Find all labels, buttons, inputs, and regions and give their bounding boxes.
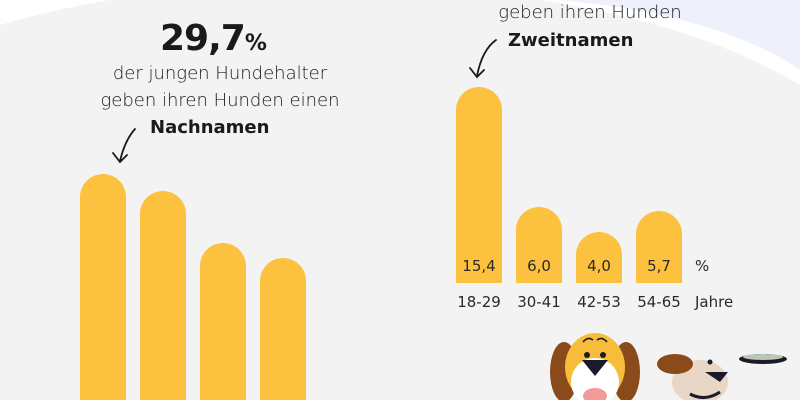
beagle-icon: [550, 333, 640, 400]
axis-label-jahre: Jahre: [695, 293, 734, 311]
category-label: 18-29: [457, 293, 501, 311]
right-desc-line2: geben ihren Hunden: [498, 2, 682, 23]
dogs-illustration: [550, 333, 787, 400]
headline-unit: %: [244, 31, 267, 56]
frisbee-icon: [739, 354, 787, 364]
arrow-icon: [112, 128, 136, 164]
category-label: 30-41: [517, 293, 561, 311]
right-emphasis: Zweitnamen: [508, 30, 634, 51]
right-bar-42-53: [576, 232, 622, 283]
left-bar-18-29: [80, 174, 126, 400]
right-bar-30-41: [516, 207, 562, 283]
unit-label: %: [695, 257, 710, 275]
left-desc-line2: geben ihren Hunden einen: [100, 90, 340, 111]
headline-value: 29,7: [160, 18, 246, 59]
category-label: 42-53: [577, 293, 621, 311]
left-desc-line1: der jungen Hundehalter: [112, 63, 328, 84]
category-label: 54-65: [637, 293, 681, 311]
left-emphasis: Nachnamen: [150, 117, 270, 138]
value-label: 5,7: [647, 257, 671, 275]
left-bar-42-53: [200, 243, 246, 400]
arrow-icon: [469, 39, 497, 79]
left-bar-30-41: [140, 191, 186, 400]
right-bar-18-29: [456, 87, 502, 283]
terrier-icon: [657, 354, 728, 400]
headline-stat: 29,7%: [160, 18, 267, 59]
right-bar-54-65: [636, 211, 682, 283]
left-bar-54-65: [260, 258, 306, 400]
value-label: 6,0: [527, 257, 551, 275]
value-label: 15,4: [462, 257, 496, 275]
value-label: 4,0: [587, 257, 611, 275]
